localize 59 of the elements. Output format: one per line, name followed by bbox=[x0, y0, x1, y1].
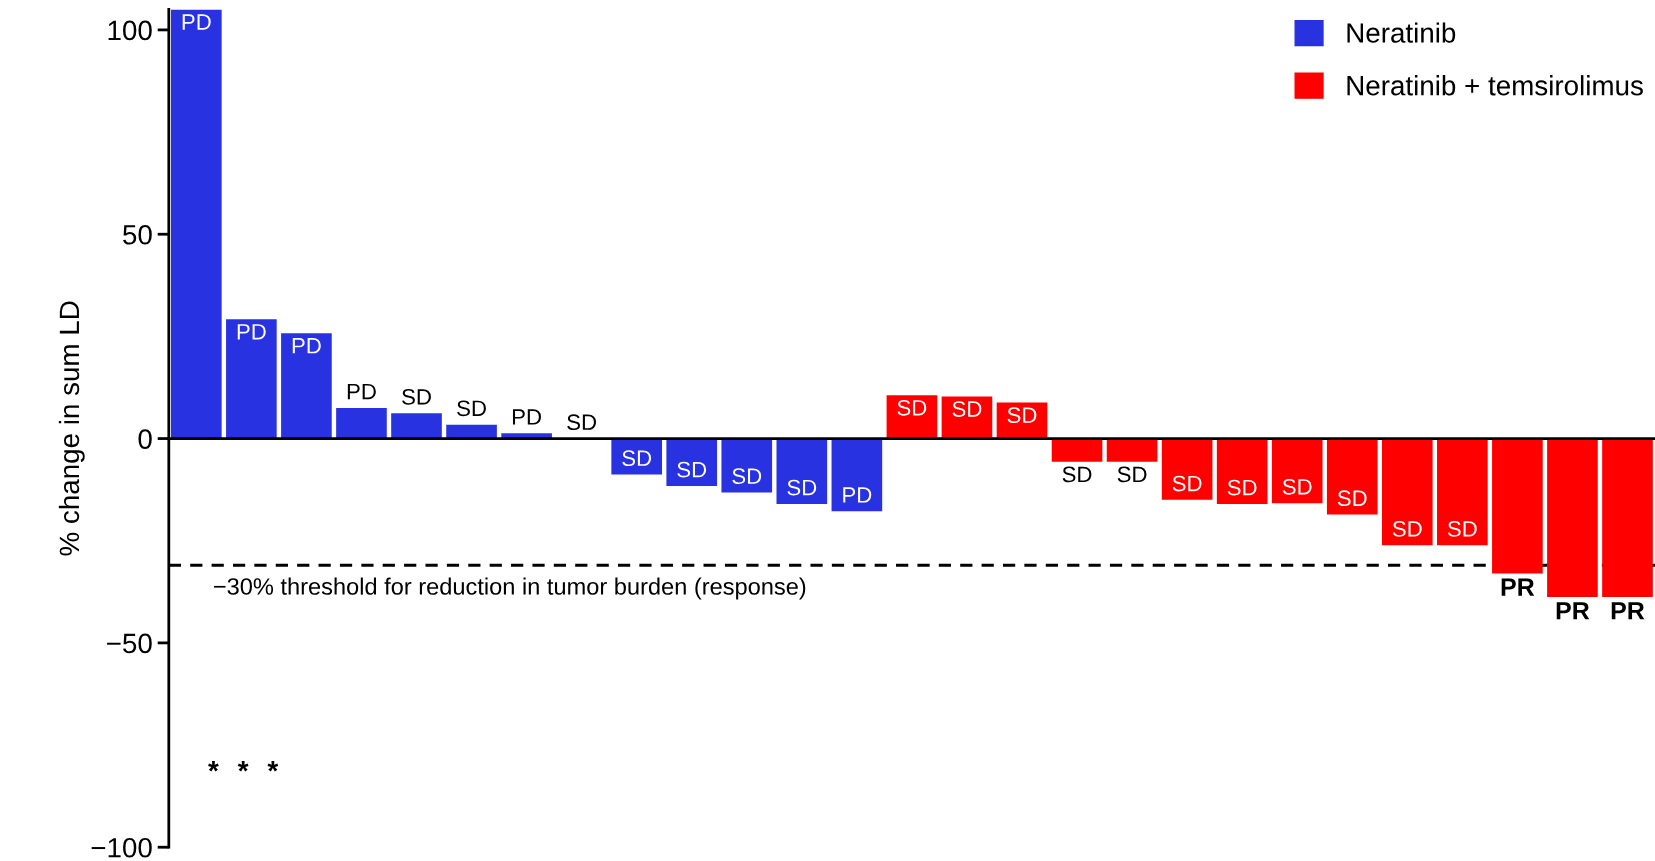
data-label: SD bbox=[732, 468, 762, 485]
bar bbox=[1216, 438, 1268, 504]
bar bbox=[336, 407, 387, 439]
data-label: PR bbox=[1611, 602, 1645, 620]
bar bbox=[1271, 438, 1323, 504]
y-tick-label: 0 bbox=[138, 429, 152, 449]
data-label: SD bbox=[1282, 478, 1312, 495]
bar bbox=[1381, 438, 1433, 546]
data-label: PD bbox=[182, 14, 211, 30]
legend-label: Neratinib bbox=[1347, 22, 1456, 43]
y-tick-label: 100 bbox=[108, 20, 152, 41]
bar bbox=[666, 438, 718, 486]
bar bbox=[721, 438, 773, 493]
data-label: SD bbox=[1227, 479, 1257, 496]
data-label: SD bbox=[1062, 466, 1092, 483]
data-label: SD bbox=[897, 399, 927, 416]
data-label: PD bbox=[512, 409, 541, 425]
data-label: SD bbox=[1337, 490, 1367, 507]
annotation: * bbox=[237, 761, 249, 772]
y-tick-label: −100 bbox=[91, 837, 152, 858]
bar bbox=[831, 438, 883, 512]
bar bbox=[171, 9, 222, 439]
data-label: SD bbox=[567, 414, 597, 431]
annotation: * bbox=[267, 761, 279, 772]
data-label: SD bbox=[952, 401, 982, 417]
bar bbox=[1437, 438, 1488, 546]
data-label: PD bbox=[292, 338, 321, 354]
data-label: SD bbox=[1117, 466, 1147, 483]
y-tick-label: −50 bbox=[107, 633, 152, 654]
data-label: SD bbox=[1172, 475, 1202, 492]
y-tick-label: 50 bbox=[123, 224, 152, 245]
data-label: SD bbox=[1007, 407, 1037, 424]
data-label: PD bbox=[237, 324, 266, 340]
bar bbox=[391, 413, 442, 439]
bar bbox=[1051, 438, 1103, 462]
data-label: SD bbox=[677, 461, 707, 478]
bar bbox=[1492, 438, 1543, 574]
y-axis-title: % change in sum LD bbox=[58, 301, 85, 556]
data-label: SD bbox=[1447, 521, 1477, 537]
data-label: PR bbox=[1556, 602, 1590, 620]
bar bbox=[226, 319, 277, 439]
legend-label: Neratinib + temsirolimus bbox=[1347, 75, 1643, 96]
bar bbox=[1547, 438, 1598, 598]
data-label: SD bbox=[402, 389, 431, 405]
bar bbox=[1106, 438, 1158, 462]
data-label: SD bbox=[1392, 521, 1422, 537]
data-label: PR bbox=[1501, 578, 1535, 596]
ref-line-label: −30% threshold for reduction in tumor burden (response) bbox=[214, 577, 806, 600]
bar bbox=[1161, 438, 1213, 500]
data-label: SD bbox=[787, 479, 817, 496]
data-label: SD bbox=[622, 450, 652, 467]
annotation: * bbox=[208, 761, 219, 772]
bar bbox=[1602, 438, 1653, 598]
bar bbox=[776, 438, 828, 504]
bar bbox=[1326, 438, 1378, 515]
data-label: SD bbox=[457, 400, 486, 417]
bar bbox=[281, 333, 332, 439]
data-label: PD bbox=[843, 487, 872, 503]
data-label: PD bbox=[347, 383, 376, 400]
